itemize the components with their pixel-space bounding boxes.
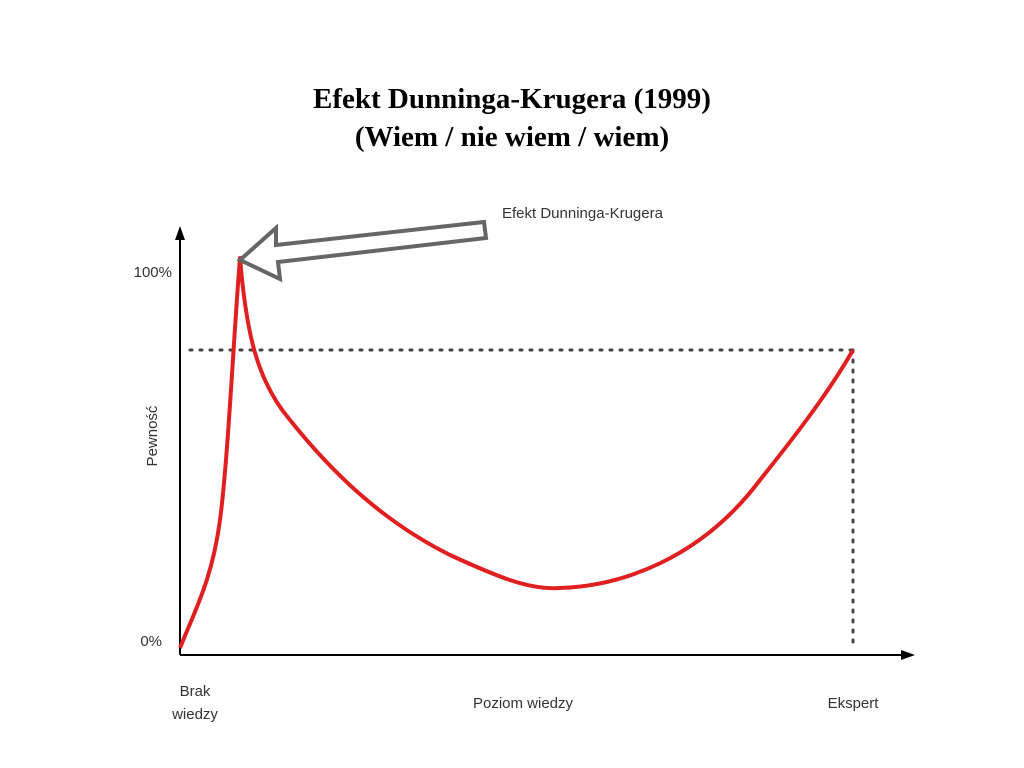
confidence-curve	[178, 256, 855, 649]
x-start-label: Brak	[180, 683, 211, 700]
x-start-label: wiedzy	[171, 706, 218, 723]
annotation-arrow	[236, 219, 489, 283]
y-arrow	[175, 226, 185, 240]
y-top-label: 100%	[134, 264, 172, 281]
x-axis-label: Poziom wiedzy	[473, 695, 574, 712]
annotation: Efekt Dunninga-Krugera	[502, 205, 664, 222]
x-end-label: Ekspert	[828, 695, 880, 712]
axes	[175, 226, 915, 660]
x-arrow	[901, 650, 915, 660]
y-axis-label: Pewność	[144, 405, 161, 466]
guides	[188, 348, 855, 650]
title-line: (Wiem / nie wiem / wiem)	[355, 121, 669, 153]
y-bottom-label: 0%	[140, 633, 162, 650]
title-line: Efekt Dunninga-Krugera (1999)	[313, 83, 711, 115]
